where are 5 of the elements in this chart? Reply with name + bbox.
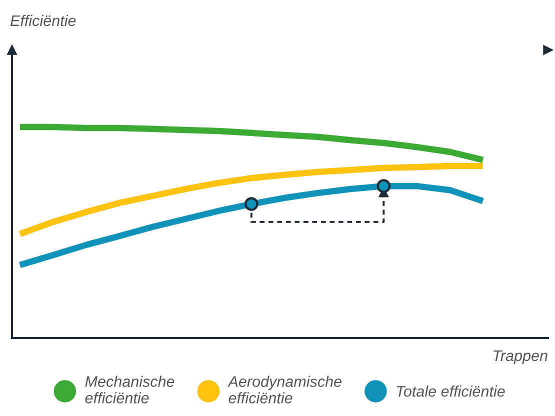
legend-label: Mechanische efficiëntie [85,376,174,404]
legend-label: Aerodynamische efficiëntie [228,376,342,404]
legend-label: Totale efficiëntie [396,386,505,397]
x-axis-title: Trappen [494,350,548,364]
text: Efficiëntie [10,14,76,26]
